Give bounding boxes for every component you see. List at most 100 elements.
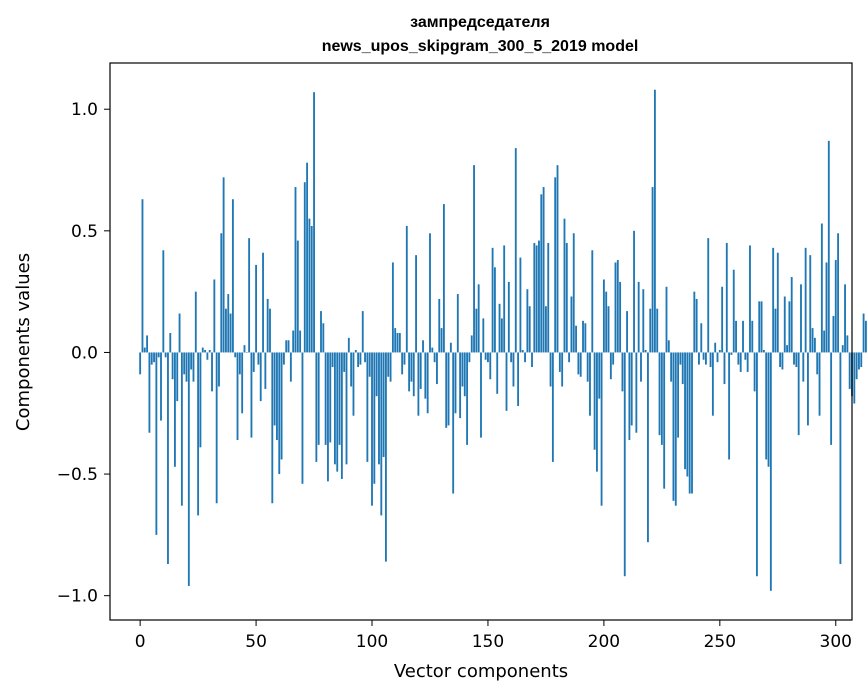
bar (844, 284, 846, 353)
bar (702, 352, 705, 360)
bar (150, 352, 153, 365)
bar (837, 233, 840, 353)
bar (215, 352, 218, 504)
bar (507, 281, 510, 353)
y-axis-ticks: −1.0 −0.5 0.0 0.5 1.0 (57, 100, 110, 607)
x-axis-label: Vector components (394, 661, 568, 682)
bar (677, 352, 680, 438)
chart-title-line-1: зампредседателя (410, 14, 550, 31)
bar (415, 255, 417, 353)
bar (612, 352, 615, 365)
bar (252, 352, 255, 372)
bar (438, 298, 441, 353)
bar (656, 308, 659, 353)
bar (769, 352, 772, 591)
bar (345, 352, 348, 465)
bar (642, 289, 645, 353)
bar (324, 352, 327, 445)
bar (197, 352, 200, 516)
bar (783, 296, 786, 353)
bar (596, 352, 598, 472)
bar (753, 352, 756, 392)
bar (667, 340, 670, 353)
bar (236, 352, 239, 441)
bar (616, 260, 619, 353)
bar (466, 352, 469, 445)
bar (433, 352, 436, 363)
bar (584, 323, 587, 353)
bar (347, 337, 350, 353)
bar (477, 284, 480, 353)
bar (830, 352, 833, 445)
bar (264, 352, 267, 389)
bar (519, 257, 522, 353)
bar (385, 352, 387, 562)
bar (756, 352, 758, 577)
bar (788, 301, 791, 353)
bar (811, 328, 814, 353)
bar (262, 252, 264, 353)
bar (313, 92, 315, 353)
bar (366, 352, 369, 462)
bar (422, 340, 424, 353)
bar (591, 250, 594, 353)
bar (793, 352, 795, 365)
bar (846, 335, 849, 353)
bar (572, 233, 575, 353)
bar (834, 260, 837, 353)
bar (538, 240, 540, 353)
bar (187, 352, 190, 586)
bar (737, 352, 740, 365)
bar (155, 352, 158, 535)
bar (340, 352, 343, 479)
bar (146, 335, 149, 353)
bar (475, 308, 478, 353)
bar (373, 352, 376, 484)
bar (633, 230, 635, 353)
bar (609, 352, 612, 380)
bar (739, 352, 742, 372)
bar (157, 352, 160, 358)
bar (378, 352, 380, 465)
bar (582, 320, 584, 353)
bar (333, 352, 336, 465)
bar (357, 352, 360, 368)
bar (640, 352, 642, 382)
bar (855, 352, 858, 380)
bar (391, 262, 394, 353)
bar (276, 352, 278, 441)
bar (301, 352, 304, 484)
bar (408, 352, 411, 392)
bar (658, 352, 661, 436)
bar (468, 352, 471, 363)
bar (635, 352, 638, 433)
bar (178, 313, 181, 353)
bar (589, 352, 591, 416)
bar (825, 262, 828, 353)
bar (456, 294, 459, 353)
bar (199, 352, 202, 448)
bar (767, 352, 770, 467)
y-axis-label: Components values (13, 253, 34, 431)
bar (317, 352, 320, 445)
bar (278, 352, 281, 475)
bar (176, 352, 179, 402)
bar (681, 352, 684, 385)
bar (398, 332, 401, 353)
bar (593, 352, 596, 450)
bar (672, 352, 675, 501)
bar (449, 342, 452, 353)
bar (484, 352, 487, 360)
bar (452, 352, 455, 494)
bar (412, 352, 415, 397)
bar (306, 162, 309, 353)
y-tick-label: 1.0 (71, 100, 98, 120)
bars-group (139, 89, 867, 591)
bar (371, 352, 373, 506)
bar (359, 352, 362, 365)
bar (343, 352, 346, 372)
x-tick-label: 300 (820, 632, 852, 652)
bar (779, 352, 782, 368)
bar (331, 352, 334, 368)
bar (229, 313, 232, 353)
